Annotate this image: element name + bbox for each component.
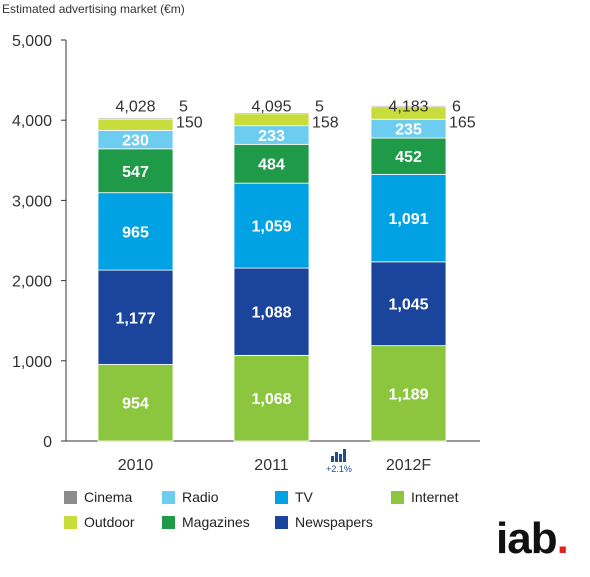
bar-chart-icon <box>331 449 346 462</box>
bar-segment-internet <box>233 354 310 442</box>
data-label: 452 <box>395 149 422 166</box>
data-label: 233 <box>258 128 285 145</box>
bar-segment-magazines <box>97 148 174 194</box>
x-tick-label: 2011 <box>254 457 289 474</box>
y-tick-label: 5,000 <box>12 33 52 50</box>
bar-segment-tv <box>370 173 447 263</box>
data-label: 1,177 <box>115 310 155 327</box>
data-label: 1,059 <box>251 219 291 236</box>
total-label: 4,183 <box>388 98 428 115</box>
bar-segment-internet <box>370 345 447 442</box>
x-tick-label: 2010 <box>118 457 154 474</box>
chart-title: Estimated advertising market (€m) <box>2 2 185 16</box>
y-tick-label: 2,000 <box>12 274 52 291</box>
data-label-cinema: 5 <box>179 98 188 115</box>
bar-segment-cinema <box>370 105 447 108</box>
bar-segment-newspapers <box>233 267 310 356</box>
data-label: 1,088 <box>251 305 291 322</box>
bar-segment-magazines <box>370 137 447 175</box>
data-label-outdoor: 158 <box>312 114 339 131</box>
bar-segment-outdoor <box>97 117 174 131</box>
data-label: 484 <box>258 157 285 174</box>
data-label: 235 <box>395 122 422 139</box>
y-tick-label: 3,000 <box>12 193 52 210</box>
data-label: 1,068 <box>251 391 291 408</box>
bar-segment-tv <box>233 182 310 269</box>
y-tick-label: 0 <box>43 434 52 451</box>
data-label-outdoor: 150 <box>176 114 203 131</box>
bar-segment-cinema <box>233 112 310 115</box>
bar-segment-newspapers <box>97 269 174 365</box>
y-tick-label: 1,000 <box>12 354 52 371</box>
data-label: 965 <box>122 224 149 241</box>
bar-segment-tv <box>97 192 174 271</box>
growth-label: +2.1% <box>326 464 352 474</box>
iab-logo: iab. <box>496 514 569 563</box>
growth-annotation: +2.1% <box>320 448 358 474</box>
y-tick-label: 4,000 <box>12 113 52 130</box>
data-label: 547 <box>122 164 149 181</box>
data-label: 954 <box>122 396 149 413</box>
total-label: 4,095 <box>251 98 291 115</box>
data-label: 1,091 <box>388 211 428 228</box>
data-label-outdoor: 165 <box>449 114 476 131</box>
data-label: 1,189 <box>388 386 428 403</box>
bar-segment-cinema <box>97 117 174 120</box>
x-tick-label: 2012F <box>386 457 432 474</box>
data-label-cinema: 6 <box>452 98 461 115</box>
data-label: 230 <box>122 133 149 150</box>
data-label-cinema: 5 <box>315 98 324 115</box>
bar-segment-newspapers <box>370 261 447 347</box>
total-label: 4,028 <box>115 98 155 115</box>
data-label: 1,045 <box>388 297 428 314</box>
